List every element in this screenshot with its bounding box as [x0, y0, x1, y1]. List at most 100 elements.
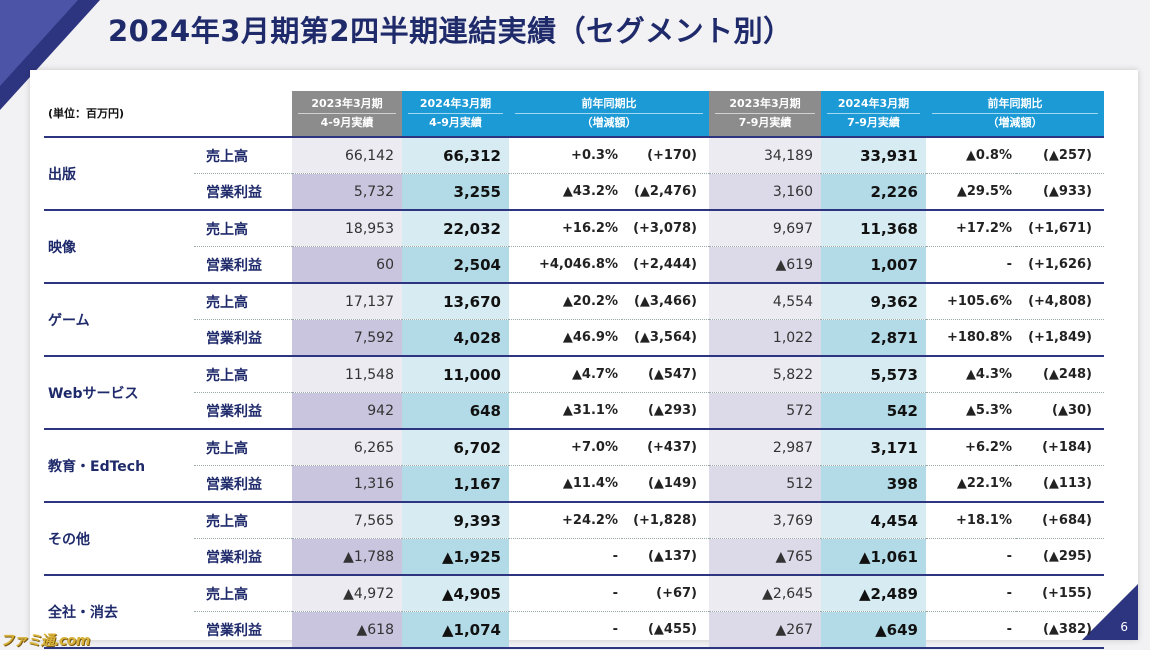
page-title: 2024年3月期第2四半期連結実績（セグメント別） — [108, 14, 793, 48]
yoy-amount-h1: (+170) — [622, 136, 709, 174]
value-prev-q2: ▲2,645 — [709, 575, 821, 612]
row-label: 売上高 — [194, 429, 292, 466]
yoy-amount-h1: (+3,078) — [622, 210, 709, 247]
value-prev-q2: 3,160 — [709, 173, 821, 211]
yoy-pct-q2: - — [926, 611, 1016, 649]
value-prev-q2: ▲619 — [709, 246, 821, 284]
table-row: 営業利益 7,592 4,028 ▲46.9% (▲3,564) 1,022 2,871 +1… — [44, 319, 1104, 357]
unit-label: (単位：百万円) — [44, 91, 292, 137]
header-curr-h1: 2024年3月期 4-9月実績 — [402, 91, 509, 137]
yoy-pct-h1: +4,046.8% — [509, 246, 622, 284]
row-label: 売上高 — [194, 283, 292, 320]
yoy-amount-q2: (+1,849) — [1016, 319, 1104, 357]
yoy-amount-h1: (+2,444) — [622, 246, 709, 284]
value-curr-h1: 648 — [402, 392, 509, 430]
yoy-amount-q2: (▲933) — [1016, 173, 1104, 211]
value-curr-q2: ▲649 — [821, 611, 926, 649]
value-prev-q2: 572 — [709, 392, 821, 430]
value-curr-q2: 9,362 — [821, 283, 926, 320]
value-prev-h1: 5,732 — [292, 173, 402, 211]
table-row: ゲーム 売上高 17,137 13,670 ▲20.2% (▲3,466) 4,554 9,3… — [44, 283, 1104, 357]
value-curr-h1: 4,028 — [402, 319, 509, 357]
table-row: 出版 売上高 66,142 66,312 +0.3% (+170) 34,189 33,931… — [44, 136, 1104, 211]
row-label: 売上高 — [194, 502, 292, 539]
value-prev-q2: ▲765 — [709, 538, 821, 576]
value-curr-h1: 3,255 — [402, 173, 509, 211]
value-curr-h1: 22,032 — [402, 210, 509, 247]
yoy-amount-h1: (+1,828) — [622, 502, 709, 539]
yoy-pct-h1: ▲20.2% — [509, 283, 622, 320]
value-curr-q2: ▲2,489 — [821, 575, 926, 612]
yoy-amount-h1: (▲293) — [622, 392, 709, 430]
value-curr-q2: 542 — [821, 392, 926, 430]
yoy-amount-h1: (▲2,476) — [622, 173, 709, 211]
yoy-amount-q2: (+4,808) — [1016, 283, 1104, 320]
segment-name: 全社・消去 — [44, 575, 194, 649]
value-curr-q2: ▲1,061 — [821, 538, 926, 576]
table-row: 営業利益 942 648 ▲31.1% (▲293) 572 542 ▲5.3% (▲30) — [44, 392, 1104, 430]
value-curr-q2: 2,871 — [821, 319, 926, 357]
value-curr-q2: 398 — [821, 465, 926, 503]
watermark-logo: ファミ通.com — [0, 633, 90, 649]
yoy-pct-h1: ▲43.2% — [509, 173, 622, 211]
yoy-pct-h1: +7.0% — [509, 429, 622, 466]
row-label: 売上高 — [194, 136, 292, 174]
yoy-amount-q2: (▲382) — [1016, 611, 1104, 649]
yoy-pct-q2: - — [926, 538, 1016, 576]
value-curr-q2: 33,931 — [821, 136, 926, 174]
table-row: 営業利益 5,732 3,255 ▲43.2% (▲2,476) 3,160 2,226 ▲2… — [44, 173, 1104, 211]
row-label: 売上高 — [194, 210, 292, 247]
value-curr-h1: ▲1,925 — [402, 538, 509, 576]
value-prev-q2: 1,022 — [709, 319, 821, 357]
header-yoy-h1: 前年同期比 （増減額） — [509, 91, 709, 137]
yoy-pct-q2: +17.2% — [926, 210, 1016, 247]
value-prev-q2: 9,697 — [709, 210, 821, 247]
row-label: 売上高 — [194, 356, 292, 393]
table-row: Webサービス 売上高 11,548 11,000 ▲4.7% (▲547) 5,822 5,… — [44, 356, 1104, 430]
value-prev-h1: 11,548 — [292, 356, 402, 393]
yoy-amount-h1: (▲3,466) — [622, 283, 709, 320]
row-label: 営業利益 — [194, 392, 292, 430]
yoy-pct-q2: ▲4.3% — [926, 356, 1016, 393]
row-label: 営業利益 — [194, 319, 292, 357]
value-curr-q2: 4,454 — [821, 502, 926, 539]
segment-name: 教育・EdTech — [44, 429, 194, 503]
table-row: 営業利益 ▲618 ▲1,074- (▲455) ▲267 ▲649- (▲382) — [44, 611, 1104, 649]
value-prev-h1: 60 — [292, 246, 402, 284]
value-curr-q2: 2,226 — [821, 173, 926, 211]
table-row: 映像 売上高 18,953 22,032 +16.2% (+3,078) 9,697 11,3… — [44, 210, 1104, 284]
value-prev-q2: 2,987 — [709, 429, 821, 466]
yoy-pct-q2: ▲29.5% — [926, 173, 1016, 211]
page-number: 6 — [1120, 620, 1128, 634]
yoy-amount-h1: (▲455) — [622, 611, 709, 649]
yoy-pct-q2: ▲0.8% — [926, 136, 1016, 174]
yoy-amount-h1: (+67) — [622, 575, 709, 612]
header-prev-h1: 2023年3月期 4-9月実績 — [292, 91, 402, 137]
row-label: 営業利益 — [194, 465, 292, 503]
value-curr-q2: 11,368 — [821, 210, 926, 247]
yoy-amount-q2: (▲113) — [1016, 465, 1104, 503]
value-prev-q2: 34,189 — [709, 136, 821, 174]
table-row: 営業利益 ▲1,788 ▲1,925- (▲137) ▲765 ▲1,061- (▲295) — [44, 538, 1104, 576]
value-prev-q2: 5,822 — [709, 356, 821, 393]
yoy-pct-q2: +6.2% — [926, 429, 1016, 466]
yoy-pct-h1: ▲11.4% — [509, 465, 622, 503]
value-prev-h1: 7,565 — [292, 502, 402, 539]
yoy-pct-h1: - — [509, 611, 622, 649]
value-prev-h1: 942 — [292, 392, 402, 430]
value-prev-h1: ▲618 — [292, 611, 402, 649]
row-label: 営業利益 — [194, 611, 292, 649]
header-curr-q2: 2024年3月期 7-9月実績 — [821, 91, 926, 137]
yoy-amount-h1: (▲149) — [622, 465, 709, 503]
segment-results-table: (単位：百万円) 2023年3月期 4-9月実績 2024年3月期 4-9月実績 前… — [44, 91, 1104, 649]
header-yoy-q2: 前年同期比 （増減額） — [926, 91, 1104, 137]
value-curr-h1: ▲4,905 — [402, 575, 509, 612]
yoy-pct-q2: ▲22.1% — [926, 465, 1016, 503]
yoy-amount-q2: (+1,671) — [1016, 210, 1104, 247]
yoy-pct-q2: - — [926, 575, 1016, 612]
yoy-amount-h1: (▲547) — [622, 356, 709, 393]
yoy-pct-h1: - — [509, 538, 622, 576]
row-label: 営業利益 — [194, 173, 292, 211]
value-prev-h1: 1,316 — [292, 465, 402, 503]
yoy-pct-h1: ▲31.1% — [509, 392, 622, 430]
